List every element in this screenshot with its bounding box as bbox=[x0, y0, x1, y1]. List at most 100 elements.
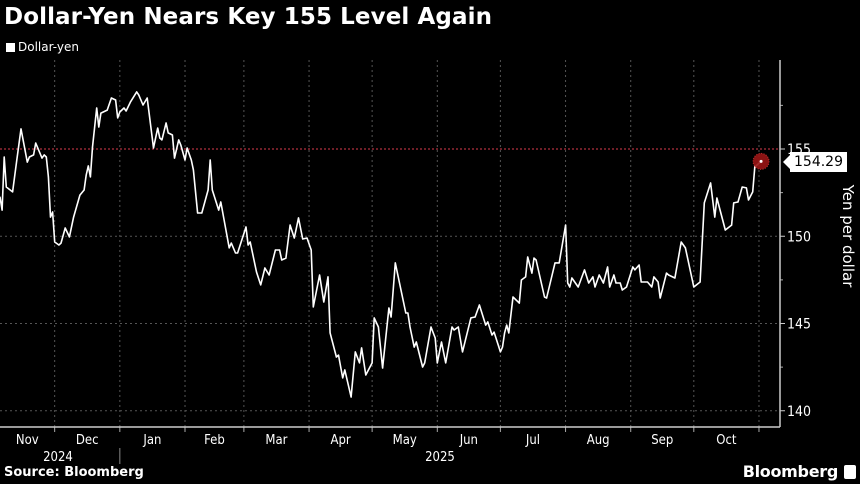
data-point bbox=[436, 362, 438, 364]
data-point bbox=[20, 128, 22, 130]
data-point bbox=[543, 296, 546, 298]
data-point bbox=[285, 257, 287, 259]
data-point bbox=[201, 212, 203, 214]
data-point bbox=[302, 238, 304, 240]
data-point bbox=[693, 286, 695, 288]
data-point bbox=[157, 127, 159, 129]
data-point bbox=[651, 286, 653, 288]
data-point bbox=[350, 396, 352, 398]
data-point bbox=[613, 274, 615, 276]
data-point bbox=[106, 109, 108, 111]
data-point bbox=[724, 229, 726, 231]
data-point bbox=[451, 326, 453, 328]
data-point bbox=[731, 224, 733, 226]
data-point bbox=[390, 316, 392, 318]
y-axis-label: Yen per dollar bbox=[839, 184, 857, 288]
data-point bbox=[602, 282, 604, 284]
data-point bbox=[190, 159, 192, 161]
year-label: 2025 bbox=[425, 450, 455, 465]
data-point bbox=[119, 111, 121, 113]
data-point bbox=[554, 262, 556, 264]
data-point bbox=[714, 216, 716, 218]
data-point bbox=[503, 332, 506, 334]
data-point bbox=[518, 302, 520, 304]
data-point bbox=[218, 209, 220, 211]
data-point bbox=[388, 307, 390, 309]
data-point bbox=[571, 277, 573, 279]
data-point bbox=[434, 337, 436, 339]
data-point bbox=[173, 157, 176, 159]
data-point bbox=[3, 156, 5, 158]
x-tick-label: Mar bbox=[265, 433, 287, 448]
data-point bbox=[146, 97, 148, 99]
data-point bbox=[453, 329, 455, 331]
data-point bbox=[667, 274, 670, 276]
data-point bbox=[533, 257, 535, 259]
data-point bbox=[619, 282, 621, 284]
data-point bbox=[680, 241, 682, 243]
data-point bbox=[45, 156, 47, 158]
data-point bbox=[525, 276, 527, 278]
data-point bbox=[703, 202, 705, 204]
data-point bbox=[461, 351, 464, 353]
data-point bbox=[535, 259, 537, 261]
data-point bbox=[365, 374, 367, 376]
data-point bbox=[268, 274, 270, 276]
data-point bbox=[485, 324, 487, 326]
data-point bbox=[12, 191, 14, 193]
x-tick-label: Apr bbox=[330, 433, 350, 448]
data-point bbox=[567, 282, 569, 284]
bloomberg-logo: Bloomberg bbox=[742, 462, 839, 481]
data-point bbox=[659, 297, 661, 299]
data-point bbox=[293, 237, 295, 239]
y-tick-label: 140 bbox=[787, 404, 811, 420]
x-tick-label: Jul bbox=[525, 433, 540, 448]
data-point bbox=[421, 366, 424, 368]
data-point bbox=[255, 271, 258, 273]
data-point bbox=[167, 132, 169, 134]
data-point bbox=[323, 301, 325, 303]
data-point bbox=[657, 281, 659, 283]
data-point bbox=[0, 196, 1, 198]
data-point bbox=[377, 326, 380, 328]
data-point bbox=[79, 194, 81, 196]
dollar-yen-line bbox=[0, 91, 762, 398]
data-point bbox=[161, 139, 163, 141]
data-point bbox=[318, 274, 321, 276]
series bbox=[0, 91, 770, 398]
data-point bbox=[260, 284, 262, 286]
data-point bbox=[354, 351, 356, 353]
x-tick-label: Oct bbox=[716, 433, 737, 448]
data-point bbox=[598, 274, 600, 276]
data-point bbox=[125, 110, 127, 112]
data-point bbox=[358, 362, 361, 364]
data-point bbox=[68, 236, 70, 238]
data-point bbox=[632, 266, 634, 268]
data-point bbox=[609, 286, 611, 288]
data-point bbox=[274, 249, 277, 251]
data-point bbox=[41, 157, 43, 159]
data-point bbox=[35, 142, 37, 144]
data-point bbox=[16, 159, 18, 161]
data-point bbox=[588, 282, 590, 284]
data-point bbox=[474, 316, 476, 318]
data-point bbox=[310, 249, 312, 251]
data-point bbox=[413, 346, 415, 348]
data-point bbox=[138, 94, 140, 96]
data-point bbox=[89, 176, 92, 178]
data-point bbox=[634, 269, 636, 271]
data-point bbox=[60, 242, 62, 244]
data-point bbox=[49, 216, 52, 218]
data-point bbox=[197, 212, 199, 214]
data-point bbox=[85, 174, 87, 176]
legend-swatch bbox=[6, 42, 15, 52]
data-point bbox=[28, 156, 31, 158]
x-tick-label: Aug bbox=[587, 433, 610, 448]
data-point bbox=[117, 117, 119, 119]
data-point bbox=[361, 347, 363, 349]
data-point bbox=[98, 126, 100, 128]
data-point bbox=[424, 362, 426, 364]
data-point bbox=[184, 159, 186, 161]
data-point bbox=[665, 272, 668, 274]
data-point bbox=[558, 262, 560, 264]
